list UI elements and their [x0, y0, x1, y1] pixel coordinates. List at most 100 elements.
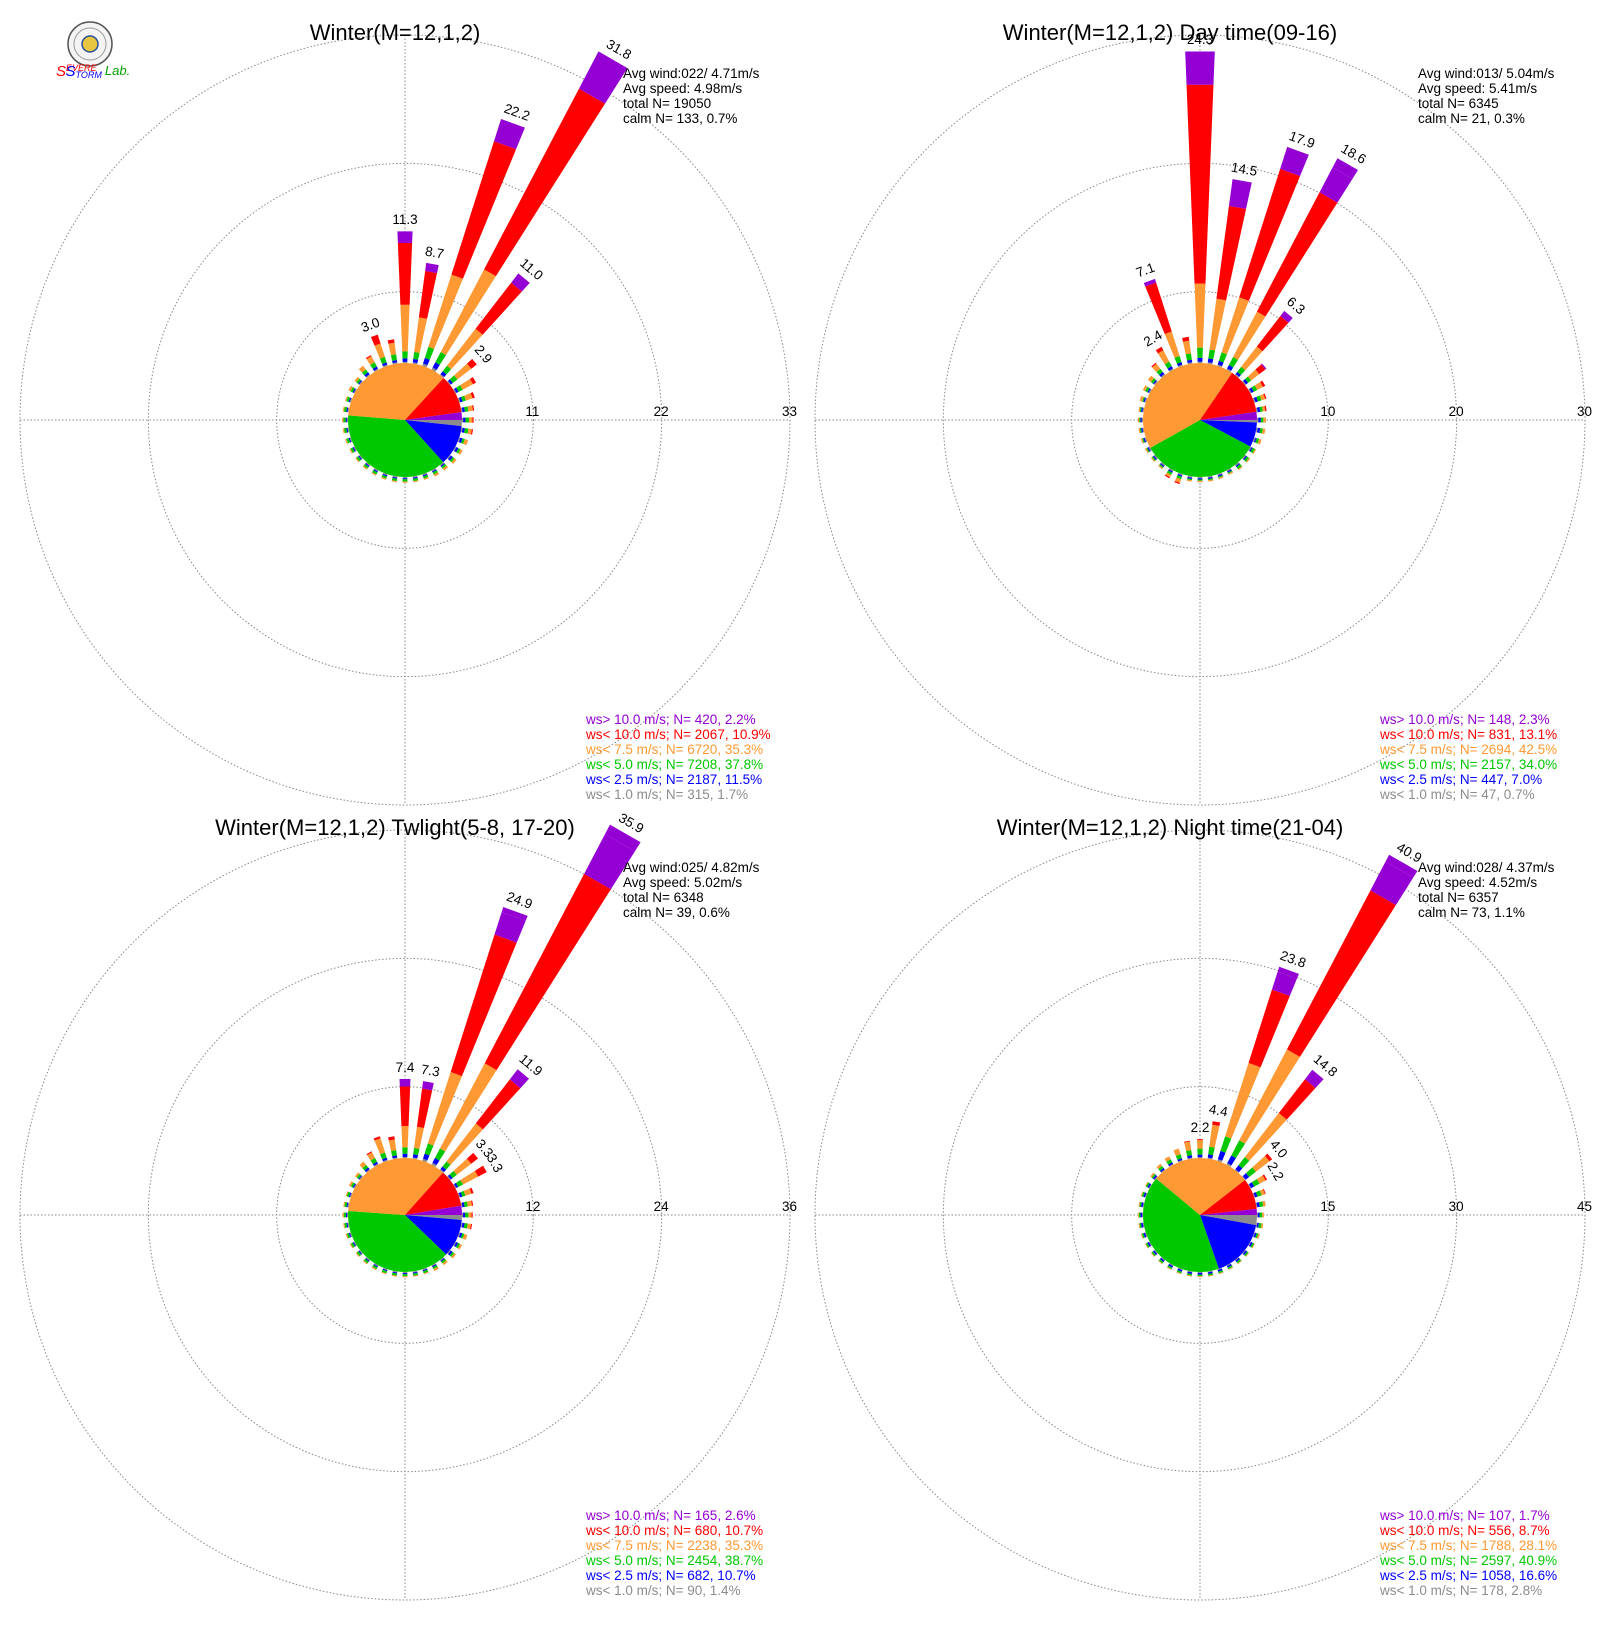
- legend-entry: ws> 10.0 m/s; N= 165, 2.6%: [585, 1508, 756, 1523]
- petal-segment: [453, 1183, 457, 1189]
- petal-segment: [461, 1212, 464, 1218]
- petal-segment: [1168, 469, 1173, 473]
- petal-segment: [434, 1148, 446, 1161]
- petal: [345, 396, 353, 403]
- petal-segment: [362, 1164, 369, 1171]
- petal-segment: [1271, 971, 1297, 997]
- petal-segment: [1174, 355, 1182, 364]
- petal-segment: [1252, 397, 1256, 403]
- petal-segment: [1247, 369, 1260, 381]
- petal: [431, 51, 628, 372]
- petal-segment: [1177, 1268, 1183, 1272]
- petal-segment: [402, 1153, 408, 1157]
- petal-segment: [1142, 396, 1145, 402]
- petal: [1137, 1212, 1144, 1218]
- petal-segment: [1239, 1049, 1300, 1144]
- petal-segment: [1143, 1232, 1147, 1238]
- petal: [355, 1249, 363, 1257]
- petal-segment: [425, 262, 439, 274]
- petal-segment: [352, 1183, 356, 1189]
- petal-segment: [1259, 1189, 1265, 1196]
- petal-label: 11.3: [392, 212, 417, 227]
- petal-segment: [463, 1188, 472, 1196]
- pie-slice: [348, 415, 444, 477]
- petal-segment: [440, 269, 496, 356]
- petal-segment: [455, 1242, 461, 1249]
- petal-segment: [392, 475, 398, 478]
- petal-segment: [1249, 387, 1254, 393]
- petal-segment: [365, 463, 370, 467]
- petal-segment: [460, 1222, 463, 1228]
- petal: [381, 472, 388, 480]
- petal-segment: [422, 472, 428, 476]
- petal-segment: [446, 328, 483, 370]
- petal-segment: [382, 472, 388, 476]
- petal-segment: [402, 351, 408, 359]
- petal: [349, 446, 357, 454]
- petal: [1150, 1249, 1158, 1257]
- petal-segment: [1176, 1270, 1182, 1274]
- petal-segment: [1234, 1169, 1239, 1173]
- petal-segment: [1151, 362, 1157, 368]
- petal-segment: [1217, 1150, 1226, 1161]
- petal: [457, 392, 475, 403]
- petal-segment: [1258, 417, 1261, 423]
- petal-segment: [1141, 1233, 1145, 1239]
- petal: [453, 446, 463, 455]
- petal-segment: [382, 1159, 388, 1163]
- petal-segment: [439, 462, 445, 467]
- ring-tick-label: 30: [1449, 1199, 1464, 1214]
- petal-segment: [348, 1232, 352, 1238]
- petal-segment: [1218, 476, 1224, 480]
- petal-segment: [1262, 1212, 1264, 1218]
- petal-segment: [1256, 407, 1261, 413]
- petal-segment: [440, 1257, 445, 1262]
- petal: [1137, 417, 1144, 423]
- petal-segment: [1231, 1140, 1246, 1159]
- stats-line: calm N= 21, 0.3%: [1418, 111, 1525, 126]
- legend-entry: ws> 10.0 m/s; N= 420, 2.2%: [585, 712, 756, 727]
- petal-segment: [343, 1223, 346, 1229]
- petal-segment: [1140, 417, 1142, 423]
- petal-segment: [453, 388, 457, 394]
- petal-segment: [449, 1251, 455, 1257]
- legend-entry: ws< 5.0 m/s; N= 2454, 38.7%: [585, 1553, 763, 1568]
- petal-segment: [1153, 380, 1158, 386]
- pie-slice: [1200, 420, 1257, 447]
- petal: [431, 1263, 439, 1272]
- petal-segment: [1166, 1159, 1173, 1165]
- petal-segment: [1253, 396, 1258, 403]
- petal-segment: [458, 449, 463, 455]
- petal-segment: [1197, 357, 1203, 362]
- petal-segment: [461, 427, 465, 433]
- petal-segment: [1304, 1069, 1324, 1089]
- petal: [370, 334, 388, 368]
- pie-slice: [1142, 1178, 1219, 1272]
- petal-segment: [1248, 1241, 1253, 1247]
- petal-segment: [1174, 481, 1180, 485]
- petal-segment: [1245, 376, 1252, 383]
- legend-entry: ws< 5.0 m/s; N= 7208, 37.8%: [585, 757, 763, 772]
- petal-segment: [469, 1187, 474, 1194]
- petal-segment: [1256, 1222, 1260, 1228]
- petal-segment: [412, 477, 419, 482]
- petal-segment: [349, 1192, 353, 1198]
- petal: [1248, 1174, 1268, 1189]
- petal-segment: [346, 396, 351, 402]
- petal: [1226, 158, 1359, 372]
- petal-segment: [1385, 854, 1418, 878]
- petal: [1138, 427, 1145, 434]
- wind-rose-panel: 10 20 3024.314.517.918.66.32.47.1Winter(M=…: [814, 20, 1592, 806]
- petal-segment: [1197, 1276, 1203, 1278]
- petal-segment: [1151, 1251, 1156, 1257]
- petal-segment: [359, 1161, 367, 1169]
- petal-segment: [470, 392, 475, 399]
- petal-segment: [1227, 469, 1232, 473]
- petal-segment: [1148, 446, 1152, 452]
- pie-slice: [1200, 420, 1257, 423]
- petal-segment: [370, 362, 377, 369]
- petal-segment: [440, 463, 445, 467]
- petal-segment: [1256, 1233, 1261, 1239]
- petal-label: 2.4: [1141, 327, 1165, 350]
- ring-tick-label: 33: [782, 404, 797, 419]
